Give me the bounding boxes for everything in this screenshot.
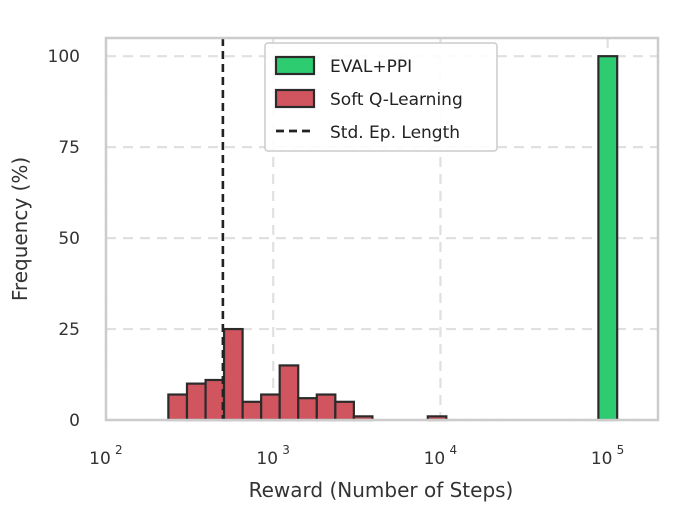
x-tick-exponent: 2 xyxy=(115,443,123,457)
x-tick-label: 10 2 xyxy=(89,443,122,469)
legend-swatch-eval-ppi xyxy=(274,55,316,76)
legend-label-soft-q-learning: Soft Q-Learning xyxy=(330,90,463,110)
x-tick-exponent: 4 xyxy=(449,443,457,457)
x-axis-ticks: 10 2 10 3 10 4 10 5 xyxy=(89,443,624,469)
bar-soft-q-learning xyxy=(167,393,189,422)
x-tick-label: 10 4 xyxy=(424,443,457,469)
y-axis-label: Frequency (%) xyxy=(8,157,32,301)
x-tick-label: 10 3 xyxy=(256,443,289,469)
bar-eval-ppi xyxy=(597,55,619,422)
bar-soft-q-learning xyxy=(297,397,318,422)
legend-box xyxy=(264,42,498,152)
legend: EVAL+PPI Soft Q-Learning Std. Ep. Length xyxy=(264,42,498,152)
bar-soft-q-learning xyxy=(222,327,244,422)
y-tick-label: 25 xyxy=(58,320,80,340)
y-tick-label: 100 xyxy=(48,47,80,67)
bar-soft-q-learning xyxy=(204,378,226,422)
y-axis-ticks: 0 25 50 75 100 xyxy=(48,47,80,431)
y-tick-label: 0 xyxy=(69,411,80,431)
bar-soft-q-learning xyxy=(241,400,263,422)
legend-swatch-soft-q-learning xyxy=(274,88,316,109)
bar-soft-q-learning xyxy=(315,393,337,422)
plot-frame xyxy=(104,36,660,422)
y-tick-label: 50 xyxy=(58,229,80,249)
x-tick-label: 10 5 xyxy=(591,443,624,469)
x-tick-base: 10 xyxy=(424,449,446,469)
plot-border xyxy=(104,36,660,422)
bar-soft-q-learning xyxy=(260,393,281,422)
bar-soft-q-learning xyxy=(278,364,300,422)
x-tick-base: 10 xyxy=(591,449,613,469)
y-tick-label: 75 xyxy=(58,138,80,158)
bar-soft-q-learning xyxy=(334,400,355,422)
legend-label-std-ep-length: Std. Ep. Length xyxy=(330,123,460,143)
x-axis-label: Reward (Number of Steps) xyxy=(249,478,514,502)
bar-soft-q-learning xyxy=(185,382,207,422)
x-tick-exponent: 5 xyxy=(617,443,625,457)
legend-label-eval-ppi: EVAL+PPI xyxy=(330,57,412,77)
x-tick-base: 10 xyxy=(256,449,278,469)
x-tick-exponent: 3 xyxy=(282,443,290,457)
x-tick-base: 10 xyxy=(89,449,111,469)
histogram-bars xyxy=(167,55,619,422)
